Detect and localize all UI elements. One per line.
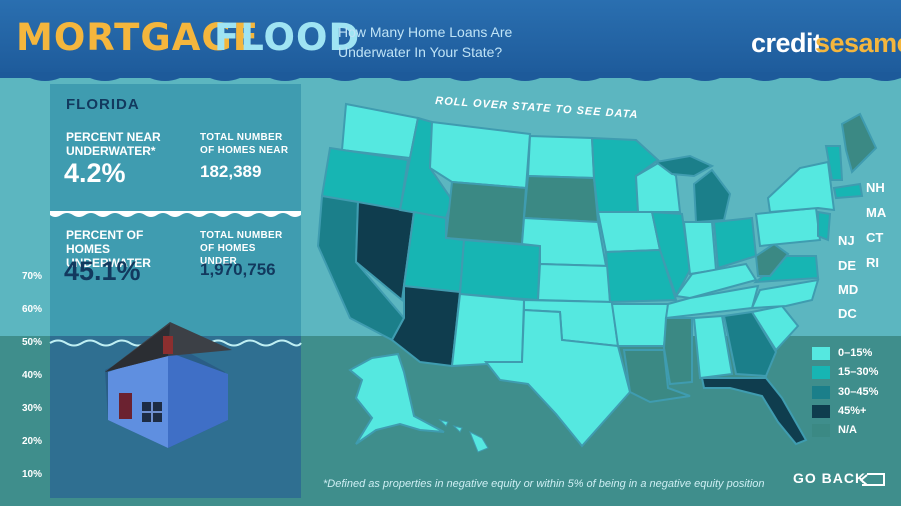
legend-label-0-15: 0–15% [838, 347, 873, 359]
under-total-label: TOTAL NUMBER OF HOMES UNDER [200, 230, 283, 267]
state-ms[interactable] [662, 317, 693, 386]
state-tx[interactable] [483, 308, 632, 448]
legend-swatch-0-15 [812, 347, 830, 360]
gauge-label-60: 60% [22, 304, 43, 315]
header-wave-edge [0, 72, 901, 81]
legend-label-30-45: 30–45% [838, 386, 879, 398]
near-underwater-value: 4.2% [64, 158, 126, 188]
title-mortgage: MORTGAGE [16, 16, 259, 59]
near-total-value: 182,389 [200, 162, 262, 181]
brand-sesame: sesame [815, 28, 901, 58]
legend-swatch-30-45 [812, 386, 830, 399]
state-nj[interactable] [817, 210, 832, 242]
state-wa[interactable] [340, 102, 420, 160]
legend-label-na: N/A [838, 424, 857, 436]
label-dc[interactable]: DC [838, 306, 857, 321]
states [316, 102, 878, 453]
state-nd[interactable] [526, 134, 596, 180]
house-icon [105, 322, 232, 448]
gauge-label-50: 50% [22, 337, 43, 348]
state-wv[interactable] [754, 242, 790, 277]
state-nm[interactable] [450, 292, 526, 368]
state-name: FLORIDA [66, 96, 140, 113]
state-co[interactable] [458, 238, 542, 302]
state-mi[interactable] [692, 168, 732, 224]
state-ks[interactable] [536, 262, 612, 304]
label-md[interactable]: MD [838, 282, 859, 297]
state-mt[interactable] [428, 120, 532, 190]
header: MORTGAGE FLOOD How Many Home Loans Are U… [0, 0, 901, 81]
gauge-label-40: 40% [22, 370, 43, 381]
legend-label-45-plus: 45%+ [838, 405, 867, 417]
title-flood: FLOOD [214, 16, 361, 59]
state-fl[interactable] [700, 377, 808, 446]
state-ar[interactable] [610, 303, 670, 347]
near-total-label: TOTAL NUMBER OF HOMES NEAR [200, 132, 289, 156]
state-sd[interactable] [522, 174, 600, 224]
label-ma[interactable]: MA [866, 205, 887, 220]
state-ak[interactable] [348, 352, 445, 445]
state-ny[interactable] [766, 160, 836, 214]
under-total-value: 1,970,756 [200, 260, 276, 279]
label-nj[interactable]: NJ [838, 233, 855, 248]
state-ga[interactable] [722, 310, 778, 378]
state-ia[interactable] [596, 211, 662, 254]
state-tn[interactable] [664, 284, 760, 320]
go-back-button[interactable]: GO BACK [793, 470, 867, 486]
state-in[interactable] [682, 221, 718, 276]
label-nh[interactable]: NH [866, 180, 885, 195]
return-arrow-icon[interactable] [857, 470, 887, 488]
near-underwater-label: PERCENT NEAR UNDERWATER* [66, 130, 161, 158]
state-me[interactable] [840, 112, 878, 174]
state-wy[interactable] [444, 180, 528, 246]
under-value: 45.1% [64, 256, 141, 286]
subtitle: How Many Home Loans Are Underwater In Yo… [338, 24, 513, 60]
state-il[interactable] [650, 210, 692, 299]
under-label: PERCENT OF HOMES UNDERWATER [66, 228, 151, 270]
gauge-label-20: 20% [22, 436, 43, 447]
gauge-label-30: 30% [22, 403, 43, 414]
label-ri[interactable]: RI [866, 255, 879, 270]
state-mi-up[interactable] [653, 154, 715, 178]
state-oh[interactable] [712, 216, 758, 270]
legend-swatch-15-30 [812, 366, 830, 379]
legend-label-15-30: 15–30% [838, 366, 879, 378]
gauge-label-10: 10% [22, 469, 43, 480]
panel-wave-divider [50, 211, 301, 217]
label-ct[interactable]: CT [866, 230, 884, 245]
state-al[interactable] [692, 314, 734, 380]
gauge-label-70: 70% [22, 271, 43, 282]
footnote: *Defined as properties in negative equit… [323, 478, 765, 490]
state-mo[interactable] [604, 248, 678, 304]
state-ma[interactable] [832, 182, 864, 200]
state-sc[interactable] [750, 304, 800, 352]
brand-credit: credit [751, 28, 822, 58]
label-de[interactable]: DE [838, 258, 857, 273]
state-nc[interactable] [750, 278, 820, 310]
legend-swatch-na [812, 424, 830, 437]
legend-swatch-45-plus [812, 405, 830, 418]
state-hi[interactable] [438, 419, 489, 453]
state-vt[interactable] [824, 145, 844, 181]
state-pa[interactable] [754, 206, 822, 248]
state-nv[interactable] [354, 200, 416, 302]
